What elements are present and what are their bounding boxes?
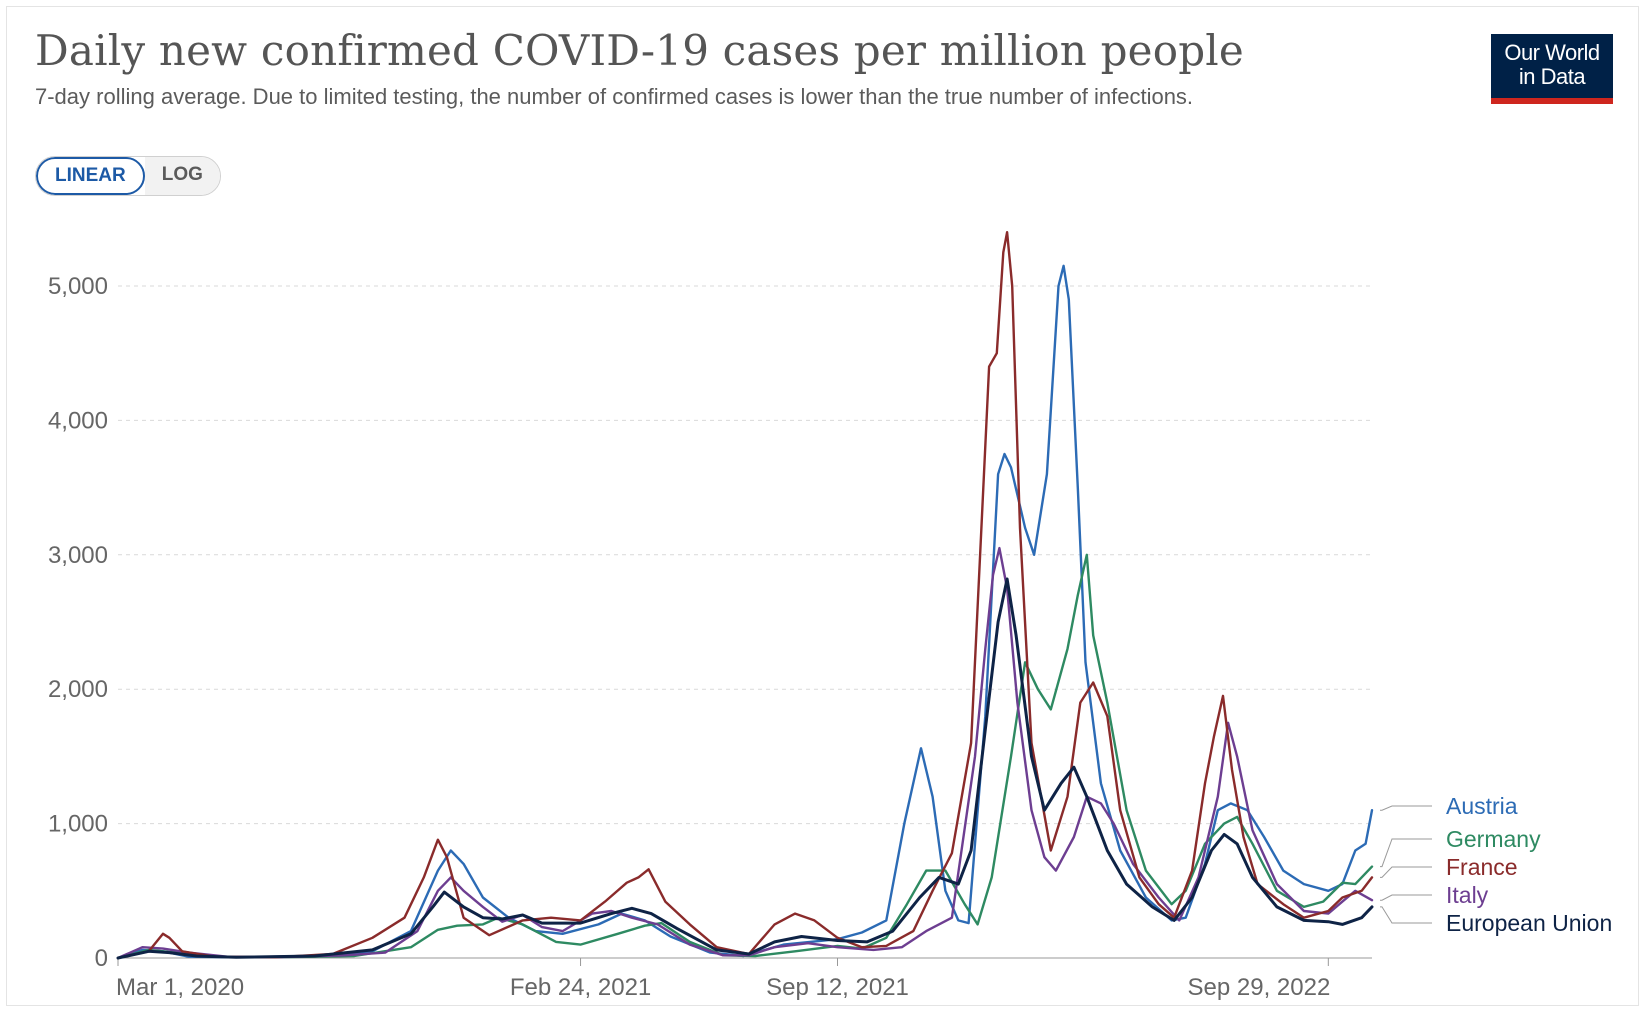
scale-toggle: LINEAR LOG (35, 156, 221, 196)
y-tick-label: 4,000 (48, 407, 108, 434)
legend-connector (1380, 838, 1432, 868)
grid-lines (118, 285, 1372, 825)
linear-scale-button[interactable]: LINEAR (36, 157, 145, 195)
axes: 0 1,000 2,000 3,000 4,000 5,000 Mar 1, 2020 Feb… (48, 273, 1372, 1001)
legend-label-austria[interactable]: Austria (1446, 793, 1518, 819)
x-tick-label: Sep 12, 2021 (766, 974, 909, 1001)
legend-label-european-union[interactable]: European Union (1446, 910, 1612, 936)
series-line-germany[interactable] (116, 553, 1374, 960)
y-tick-label: 2,000 (48, 676, 108, 703)
series-line-european-union[interactable] (116, 577, 1374, 960)
legend-connector (1380, 894, 1432, 901)
legend-connector (1380, 866, 1432, 878)
legend-connector (1380, 906, 1432, 924)
x-tick-label: Mar 1, 2020 (116, 974, 244, 1001)
log-scale-button[interactable]: LOG (144, 157, 220, 195)
series-line-austria[interactable] (116, 264, 1374, 960)
y-tick-label: 0 (95, 945, 108, 972)
logo-text: Our World in Data (1504, 40, 1600, 89)
series-line-france[interactable] (116, 231, 1374, 960)
y-tick-label: 3,000 (48, 542, 108, 569)
series-line-italy[interactable] (116, 546, 1374, 960)
series-lines[interactable] (116, 231, 1374, 960)
chart-title: Daily new confirmed COVID-19 cases per m… (35, 26, 1244, 75)
legend-label-france[interactable]: France (1446, 854, 1518, 880)
legend-label-italy[interactable]: Italy (1446, 882, 1489, 908)
owid-logo[interactable]: Our World in Data (1491, 34, 1613, 104)
x-tick-label: Sep 29, 2022 (1188, 974, 1331, 1001)
y-tick-label: 5,000 (48, 273, 108, 300)
x-tick-label: Feb 24, 2021 (510, 974, 651, 1001)
chart-subtitle: 7-day rolling average. Due to limited te… (35, 84, 1194, 109)
y-tick-label: 1,000 (48, 811, 108, 838)
legend-connector (1380, 805, 1432, 811)
legend-label-germany[interactable]: Germany (1446, 826, 1541, 852)
